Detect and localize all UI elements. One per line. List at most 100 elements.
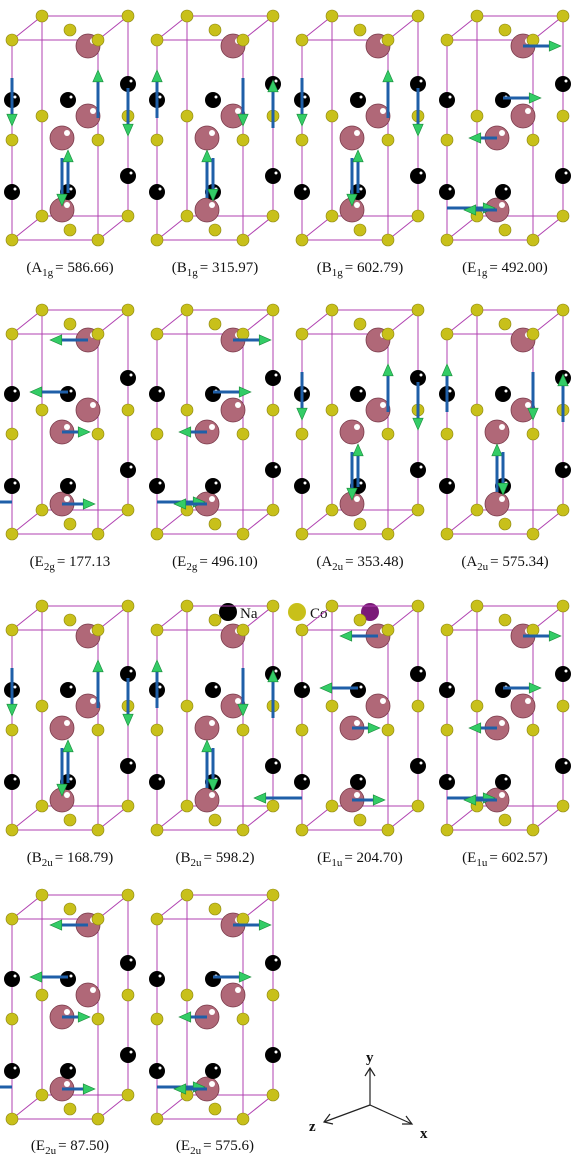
na-atom <box>294 682 310 698</box>
highlight <box>209 1081 215 1087</box>
mode-frequency: = 87.50) <box>58 1138 109 1154</box>
na-atom <box>294 774 310 790</box>
na-atom <box>60 1063 76 1079</box>
co-atom <box>499 318 511 330</box>
co-atom <box>151 624 163 636</box>
mode-frequency: = 353.48) <box>345 554 403 570</box>
highlight <box>215 96 218 99</box>
na-atom <box>205 386 221 402</box>
mode-frequency: = 177.13 <box>57 554 110 570</box>
highlight <box>159 686 162 689</box>
co-atom <box>527 328 539 340</box>
highlight <box>130 959 133 962</box>
co-atom <box>151 913 163 925</box>
na-atom <box>60 386 76 402</box>
highlight <box>90 108 96 114</box>
mode-symbol: (E <box>462 850 476 866</box>
mode-caption: (E1g= 492.00) <box>462 260 548 279</box>
na-atom <box>120 370 136 386</box>
co-atom <box>6 328 18 340</box>
co-atom <box>296 234 308 246</box>
highlight <box>275 80 278 83</box>
highlight <box>354 130 360 136</box>
co-atom <box>122 210 134 222</box>
na-atom <box>410 168 426 184</box>
na-atom <box>205 971 221 987</box>
na-atom <box>60 971 76 987</box>
arrow-head <box>174 499 186 509</box>
highlight <box>354 720 360 726</box>
co-atom <box>92 1013 104 1025</box>
co-atom <box>92 328 104 340</box>
co-atom <box>471 110 483 122</box>
co-atom <box>441 328 453 340</box>
mode-symbol: (E <box>31 1138 45 1154</box>
co-atom <box>6 234 18 246</box>
highlight <box>354 496 360 502</box>
co-atom <box>527 34 539 46</box>
arrow-head <box>353 444 363 456</box>
co-atom <box>267 504 279 516</box>
highlight <box>215 482 218 485</box>
co-atom <box>237 234 249 246</box>
co-atom <box>412 700 424 712</box>
na-atom <box>495 386 511 402</box>
axis-z-label: z <box>309 1119 316 1135</box>
arrow-head <box>174 1084 186 1094</box>
highlight <box>209 424 215 430</box>
na-atom <box>410 666 426 682</box>
large-atom <box>366 694 390 718</box>
arrow-head <box>239 972 251 982</box>
co-atom <box>471 600 483 612</box>
highlight <box>14 778 17 781</box>
highlight <box>275 762 278 765</box>
na-atom <box>410 758 426 774</box>
highlight <box>420 374 423 377</box>
co-atom <box>412 800 424 812</box>
na-atom <box>495 774 511 790</box>
co-atom <box>181 800 193 812</box>
co-atom <box>181 889 193 901</box>
highlight <box>209 496 215 502</box>
co-atom <box>64 318 76 330</box>
highlight <box>275 959 278 962</box>
mode-caption: (E1u= 602.57) <box>462 850 548 869</box>
co-atom <box>64 1103 76 1115</box>
highlight <box>420 172 423 175</box>
highlight <box>159 96 162 99</box>
highlight <box>130 466 133 469</box>
highlight <box>14 390 17 393</box>
co-atom <box>6 134 18 146</box>
page: {"captions": [ {"main": "(A", "sub": "1g… <box>0 0 582 1159</box>
unit-cell <box>439 10 571 246</box>
co-atom <box>557 800 569 812</box>
co-atom <box>412 600 424 612</box>
co-atom <box>237 1113 249 1125</box>
highlight <box>64 202 70 208</box>
highlight <box>354 792 360 798</box>
na-atom <box>149 971 165 987</box>
co-atom <box>237 1013 249 1025</box>
mode-symbol: (B <box>176 850 191 866</box>
large-atom <box>50 126 74 150</box>
co-atom <box>6 428 18 440</box>
highlight <box>505 390 508 393</box>
unit-cell <box>254 600 426 836</box>
highlight <box>360 482 363 485</box>
mode-frequency: = 575.6) <box>203 1138 254 1154</box>
na-atom <box>120 758 136 774</box>
arrow-head <box>83 499 95 509</box>
co-atom <box>326 800 338 812</box>
mode-caption: (A1g= 586.66) <box>26 260 113 279</box>
co-atom <box>122 600 134 612</box>
highlight <box>420 670 423 673</box>
highlight <box>304 96 307 99</box>
na-atom <box>439 92 455 108</box>
na-atom <box>495 92 511 108</box>
unit-cell <box>4 600 136 836</box>
highlight <box>70 1067 73 1070</box>
co-atom <box>267 10 279 22</box>
z-axis <box>324 1105 370 1122</box>
co-atom <box>209 318 221 330</box>
highlight <box>130 172 133 175</box>
